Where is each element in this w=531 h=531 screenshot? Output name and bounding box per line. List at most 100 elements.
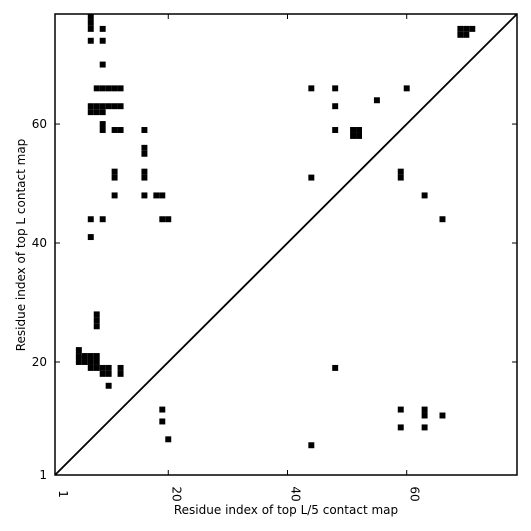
y-tick-label: 1 <box>39 468 47 482</box>
contact-cell-upper <box>153 192 160 199</box>
contact-cell-lower <box>75 359 82 365</box>
contact-cell-upper <box>99 37 106 44</box>
contact-cell-upper <box>356 127 363 133</box>
contact-cell-upper <box>87 109 94 116</box>
y-tick-label: 60 <box>32 117 47 131</box>
contact-cell-lower <box>421 406 428 413</box>
plot-frame <box>54 13 518 476</box>
contact-cell-lower <box>159 406 166 413</box>
contact-cell-upper <box>141 127 148 133</box>
contact-cell-upper <box>469 25 476 32</box>
contact-cell-lower <box>75 353 82 360</box>
contact-cell-lower <box>87 364 94 371</box>
x-tick-label: 40 <box>288 486 302 501</box>
contact-cell-upper <box>99 216 106 223</box>
contact-cell-upper <box>111 168 118 175</box>
contact-cell-upper <box>93 317 100 324</box>
contact-cell-lower <box>421 424 428 431</box>
contact-cell-upper <box>93 323 100 330</box>
contact-cell-upper <box>356 132 363 139</box>
contact-cell-upper <box>463 31 470 38</box>
contact-cell-upper <box>87 103 94 110</box>
contact-cell-upper <box>111 85 118 92</box>
y-axis-label: Residue index of top L contact map <box>14 139 28 352</box>
contact-cell-upper <box>99 127 106 133</box>
contact-cell-upper <box>141 192 148 199</box>
contact-cell-lower <box>165 436 172 443</box>
contact-cell-upper <box>99 85 106 92</box>
contact-cell-upper <box>457 31 464 38</box>
contact-cell-lower <box>421 412 428 419</box>
contact-cell-upper <box>373 97 380 104</box>
contact-cell-upper <box>105 103 112 110</box>
x-axis-label: Residue index of top L/5 contact map <box>174 503 398 517</box>
contact-cell-lower <box>87 353 94 360</box>
contact-cell-upper <box>93 85 100 92</box>
contact-cell-upper <box>111 192 118 199</box>
y-tick-label: 40 <box>32 236 47 250</box>
contact-cell-upper <box>159 192 166 199</box>
contact-cell-upper <box>93 109 100 116</box>
contact-cell-upper <box>87 216 94 223</box>
contact-cell-upper <box>93 103 100 110</box>
contact-cell-lower <box>439 412 446 419</box>
contact-cell-upper <box>105 85 112 92</box>
contact-cell-upper <box>117 103 124 110</box>
contact-cell-lower <box>105 382 112 389</box>
contact-cell-lower <box>332 364 339 371</box>
x-tick-label: 1 <box>56 490 70 498</box>
contact-cell-lower <box>397 424 404 431</box>
contact-cell-upper <box>141 150 148 157</box>
contact-cell-upper <box>111 103 118 110</box>
contact-cell-upper <box>111 127 118 133</box>
contact-cell-upper <box>421 192 428 199</box>
contact-cell-lower <box>397 406 404 413</box>
contact-cell-upper <box>141 168 148 175</box>
contact-cell-upper <box>439 216 446 223</box>
contact-cell-upper <box>397 174 404 181</box>
x-tick-label: 60 <box>408 486 422 501</box>
contact-cell-upper <box>117 85 124 92</box>
contact-cell-lower <box>93 359 100 365</box>
contact-cell-upper <box>87 234 94 241</box>
contact-cell-upper <box>159 216 166 223</box>
contact-cell-upper <box>99 25 106 32</box>
contact-cell-lower <box>99 370 106 377</box>
axis-ticks: 1 20 40 60 1 20 40 60 <box>32 14 517 502</box>
contact-cell-lower <box>93 353 100 360</box>
contact-cell-upper <box>99 103 106 110</box>
y-tick-label: 20 <box>32 355 47 369</box>
contact-cell-lower <box>105 364 112 371</box>
contact-cell-upper <box>165 216 172 223</box>
contact-cell-upper <box>350 132 357 139</box>
contact-cell-lower <box>75 347 82 354</box>
contact-cell-upper <box>93 311 100 318</box>
x-tick-label: 20 <box>169 486 183 501</box>
contact-cell-upper <box>463 25 470 32</box>
contact-cell-lower <box>99 364 106 371</box>
contact-cell-upper <box>87 25 94 32</box>
contact-cell-upper <box>87 19 94 26</box>
contact-cell-lower <box>159 418 166 425</box>
contact-cell-lower <box>117 364 124 371</box>
contact-cell-lower <box>117 370 124 377</box>
contact-cell-upper <box>308 85 315 92</box>
contact-cell-upper <box>87 14 94 20</box>
contact-cell-lower <box>93 364 100 371</box>
contact-cell-lower <box>81 359 88 365</box>
contact-cell-lower <box>105 370 112 377</box>
contact-cell-upper <box>87 37 94 44</box>
contact-cell-upper <box>332 85 339 92</box>
contact-cell-lower <box>308 442 315 449</box>
contact-cell-upper <box>141 174 148 181</box>
contact-cell-upper <box>397 168 404 175</box>
contact-cell-upper <box>99 61 106 68</box>
contact-cell-upper <box>457 25 464 32</box>
contact-cell-upper <box>332 103 339 110</box>
contact-cell-upper <box>332 127 339 133</box>
contact-cell-upper <box>403 85 410 92</box>
contact-cells <box>75 14 476 449</box>
diagonal-line <box>54 13 518 476</box>
contact-cell-upper <box>99 109 106 116</box>
